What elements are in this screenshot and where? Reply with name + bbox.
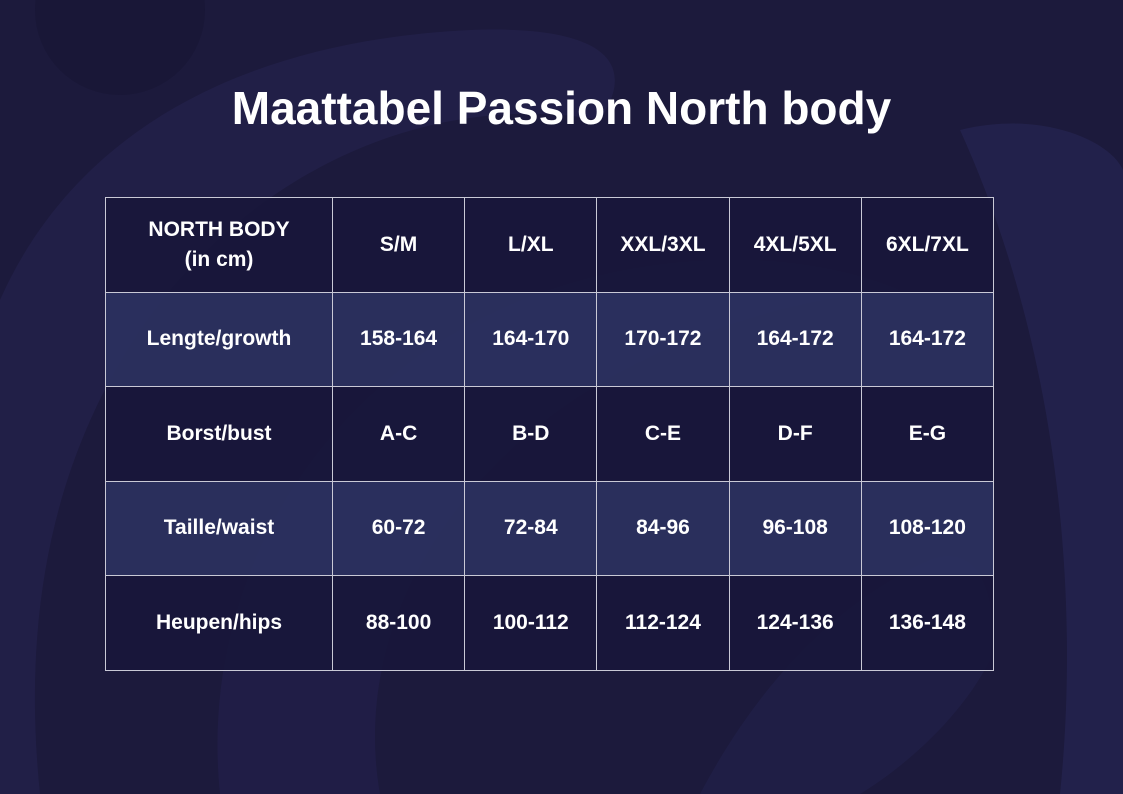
table-cell: 72-84 bbox=[464, 480, 598, 576]
size-header-s-m: S/M bbox=[331, 197, 466, 293]
size-header-4xl-5xl: 4XL/5XL bbox=[728, 197, 862, 293]
row-label-lengte: Lengte/growth bbox=[105, 291, 333, 387]
table-cell: 108-120 bbox=[860, 480, 995, 576]
table-cell: 88-100 bbox=[331, 575, 466, 671]
table-row-heupen: Heupen/hips 88-100 100-112 112-124 124-1… bbox=[105, 575, 995, 671]
size-header-6xl-7xl: 6XL/7XL bbox=[860, 197, 995, 293]
table-cell: 158-164 bbox=[331, 291, 466, 387]
corner-header-line1: NORTH BODY bbox=[148, 217, 290, 241]
table-cell: E-G bbox=[860, 386, 995, 482]
table-cell: D-F bbox=[728, 386, 862, 482]
table-row-lengte: Lengte/growth 158-164 164-170 170-172 16… bbox=[105, 291, 995, 387]
table-cell: 164-172 bbox=[728, 291, 862, 387]
table-cell: 136-148 bbox=[860, 575, 995, 671]
table-cell: 164-170 bbox=[464, 291, 598, 387]
table-row-borst: Borst/bust A-C B-D C-E D-F E-G bbox=[105, 386, 995, 482]
table-cell: 164-172 bbox=[860, 291, 995, 387]
size-chart-table: NORTH BODY (in cm) S/M L/XL XXL/3XL 4XL/… bbox=[105, 197, 995, 671]
table-cell: 60-72 bbox=[331, 480, 466, 576]
table-cell: B-D bbox=[464, 386, 598, 482]
size-header-xxl-3xl: XXL/3XL bbox=[596, 197, 730, 293]
row-label-borst: Borst/bust bbox=[105, 386, 333, 482]
size-header-l-xl: L/XL bbox=[464, 197, 598, 293]
row-label-heupen: Heupen/hips bbox=[105, 575, 333, 671]
table-cell: A-C bbox=[331, 386, 466, 482]
table-cell: 96-108 bbox=[728, 480, 862, 576]
corner-header-line2: (in cm) bbox=[184, 247, 254, 271]
table-cell: 100-112 bbox=[464, 575, 598, 671]
page-title: Maattabel Passion North body bbox=[231, 82, 892, 134]
table-cell: 112-124 bbox=[596, 575, 730, 671]
table-cell: 170-172 bbox=[596, 291, 730, 387]
table-cell: 124-136 bbox=[728, 575, 862, 671]
table-row-taille: Taille/waist 60-72 72-84 84-96 96-108 10… bbox=[105, 480, 995, 576]
table-cell: 84-96 bbox=[596, 480, 730, 576]
row-label-taille: Taille/waist bbox=[105, 480, 333, 576]
corner-header-cell: NORTH BODY (in cm) bbox=[105, 197, 333, 293]
table-header-row: NORTH BODY (in cm) S/M L/XL XXL/3XL 4XL/… bbox=[105, 197, 995, 293]
table-cell: C-E bbox=[596, 386, 730, 482]
